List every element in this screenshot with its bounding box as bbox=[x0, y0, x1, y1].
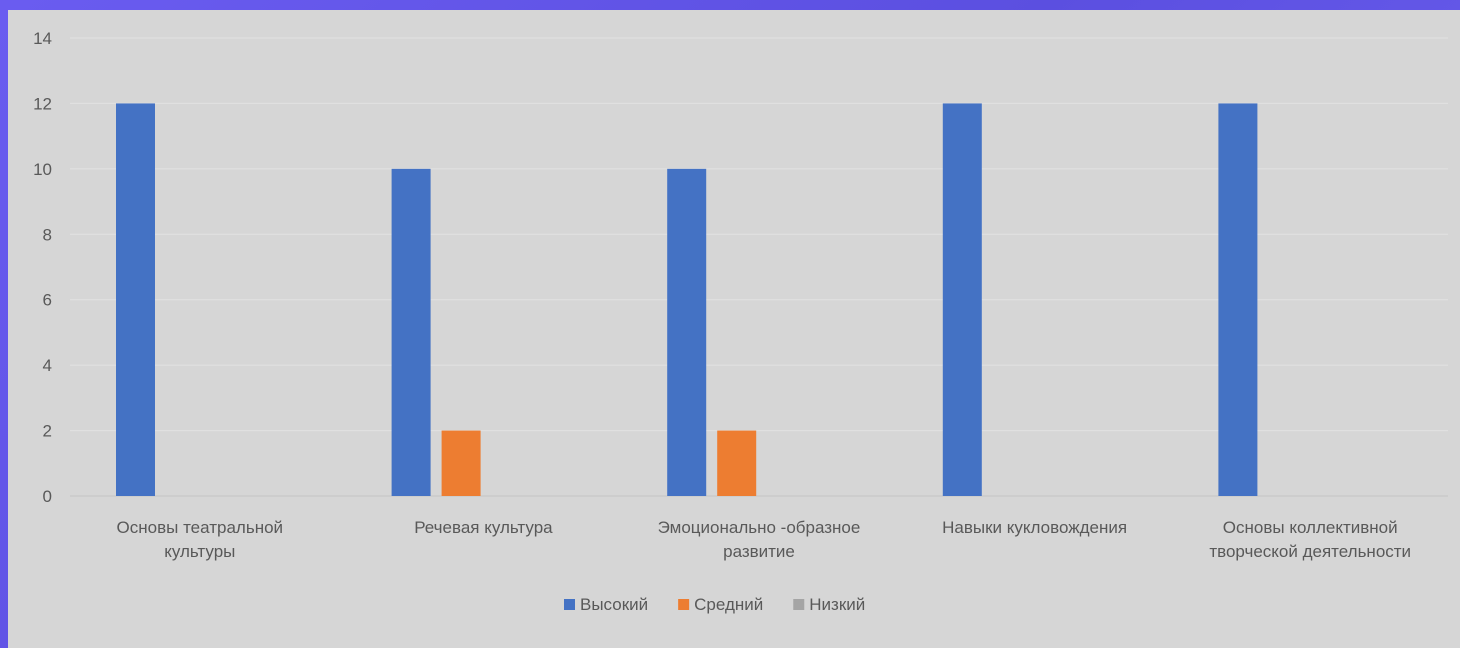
x-axis-categories: Основы театральной культуры Речевая культу… bbox=[117, 518, 1412, 561]
legend-swatch bbox=[678, 599, 690, 610]
category-label: Основы коллективной творческой деятельнос… bbox=[1209, 518, 1411, 561]
bar-Высокий bbox=[942, 103, 982, 496]
bar-Высокий bbox=[116, 103, 155, 496]
y-axis-ticks: 0 2 4 6 8 10 12 14 bbox=[33, 29, 52, 506]
category-label: Эмоционально -образное развитие bbox=[658, 518, 861, 561]
category-label: Основы театральной культуры bbox=[117, 518, 283, 561]
legend-label: Высокий bbox=[580, 595, 648, 614]
y-tick-label: 12 bbox=[33, 94, 52, 113]
y-tick-label: 8 bbox=[43, 225, 52, 244]
legend: Высокий Средний Низкий bbox=[564, 595, 865, 614]
category-label: Речевая культура bbox=[414, 518, 553, 537]
bar-Высокий bbox=[391, 168, 431, 496]
bar-Средний bbox=[717, 430, 757, 496]
chart-area: 0 2 4 6 8 10 12 14 Основы театральной культуры Ре… bbox=[8, 10, 1460, 648]
y-tick-label: 14 bbox=[33, 29, 52, 48]
bar-Высокий bbox=[1218, 103, 1258, 496]
bar-Высокий bbox=[667, 168, 707, 496]
legend-label: Средний bbox=[694, 595, 763, 614]
y-tick-label: 4 bbox=[43, 356, 52, 375]
legend-label: Низкий bbox=[809, 595, 865, 614]
bar-Средний bbox=[441, 430, 481, 496]
category-label: Навыки кукловождения bbox=[942, 518, 1127, 537]
y-tick-label: 10 bbox=[33, 160, 52, 179]
y-tick-label: 0 bbox=[43, 487, 52, 506]
bars bbox=[116, 103, 1258, 496]
gridlines bbox=[70, 37, 1448, 497]
y-tick-label: 6 bbox=[43, 291, 52, 310]
legend-swatch bbox=[793, 599, 805, 610]
bar-chart: 0 2 4 6 8 10 12 14 Основы театральной культуры Ре… bbox=[33, 29, 1448, 614]
legend-swatch bbox=[564, 599, 575, 610]
y-tick-label: 2 bbox=[43, 422, 52, 441]
